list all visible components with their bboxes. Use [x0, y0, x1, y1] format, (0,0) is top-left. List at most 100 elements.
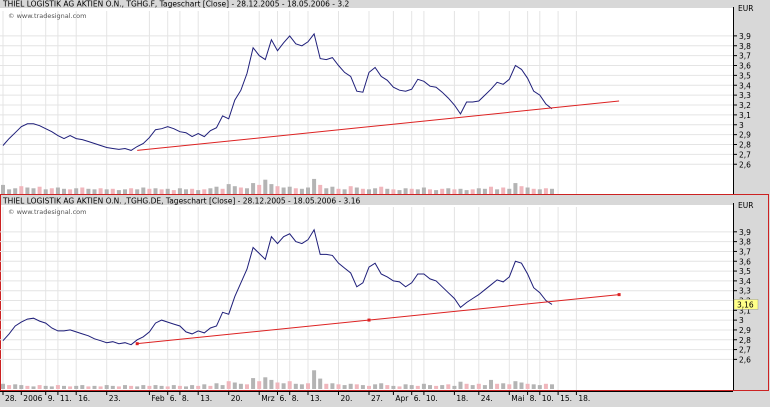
volume-bar	[171, 190, 176, 194]
trendline-handle[interactable]	[367, 318, 371, 322]
volume-bar	[367, 385, 371, 389]
trendline-bottom[interactable]	[135, 293, 621, 346]
volume-bar	[238, 187, 243, 194]
volume-bar	[379, 383, 384, 389]
volume-bar	[25, 187, 30, 194]
volume-bar	[123, 385, 127, 389]
x-tick-label: 23.	[109, 394, 121, 403]
volume-bar	[116, 190, 121, 194]
volume-bar	[318, 378, 323, 389]
volume-bar	[135, 386, 140, 389]
volume-bar	[165, 386, 170, 389]
volume-bar	[123, 189, 127, 194]
volume-bar	[153, 188, 158, 194]
volume-bar	[543, 383, 548, 389]
volume-bar	[171, 385, 176, 389]
volume-bar	[25, 385, 30, 389]
x-tick-label: 6.	[414, 394, 421, 403]
trendline-top[interactable]	[137, 100, 620, 151]
volume-bar	[190, 385, 195, 389]
volume-bar	[373, 188, 378, 194]
volume-bar	[293, 383, 298, 389]
volume-bar	[489, 379, 493, 389]
volume-bar	[208, 385, 213, 389]
panel-top[interactable]: 3,93,83,73,63,53,43,33,23,132,92,82,72,6…	[0, 0, 753, 195]
volume-bar	[501, 383, 506, 389]
y-tick-label: 3,1	[739, 111, 751, 120]
volume-bar	[13, 384, 18, 389]
volume-bar	[257, 381, 262, 389]
x-tick-label: 18.	[578, 394, 590, 403]
volume-bar	[458, 381, 463, 389]
volume-bar	[269, 379, 274, 389]
volume-bar	[428, 385, 432, 389]
volume-bar	[348, 383, 353, 389]
volume-bar	[275, 186, 280, 194]
volume-bar	[354, 384, 359, 389]
volume-bar	[31, 188, 36, 194]
x-tick-label: 18.	[456, 394, 468, 403]
y-tick-label: 2,7	[739, 150, 751, 159]
volume-bar	[177, 385, 182, 389]
volume-bar	[135, 189, 140, 194]
currency-label-top: EUR	[738, 4, 753, 13]
price-line	[2, 228, 553, 346]
volume-bar	[531, 188, 536, 194]
volume-bar	[464, 190, 469, 194]
volume-bar	[507, 188, 512, 194]
volume-bar	[110, 188, 115, 194]
last-value-badge	[733, 299, 759, 310]
volume-bars-bottom	[1, 370, 554, 389]
trendline-handle[interactable]	[617, 293, 621, 297]
volume-bar	[116, 386, 121, 389]
volume-bar	[452, 189, 457, 194]
panel-bottom[interactable]: 3,93,83,73,63,53,43,33,23,132,92,82,72,6…	[0, 194, 769, 391]
volume-bar	[306, 383, 310, 389]
support-trendline[interactable]	[137, 100, 620, 151]
volume-bar	[421, 383, 426, 389]
volume-bar	[470, 189, 475, 194]
support-trendline[interactable]	[137, 294, 620, 345]
x-tick-label: 8.	[182, 394, 189, 403]
x-tick-label: Mrz	[261, 394, 275, 403]
volume-bar	[208, 188, 213, 194]
volume-bar	[507, 384, 512, 389]
x-tick-label: 11.	[60, 394, 72, 403]
volume-bar	[202, 189, 207, 194]
volume-bar	[190, 188, 195, 194]
watermark-top: © www.tradesignal.com	[8, 12, 87, 20]
y-tick-label: 3,1	[739, 306, 751, 315]
volume-bar	[245, 384, 249, 389]
volume-bar	[263, 377, 268, 389]
volume-bar	[409, 188, 414, 194]
plot-area-bottom[interactable]	[0, 205, 733, 390]
volume-bar	[141, 187, 146, 194]
volume-bar	[68, 386, 73, 389]
trendline-handle[interactable]	[135, 342, 139, 346]
y-tick-label: 3,3	[739, 91, 751, 100]
volume-bar	[287, 186, 292, 194]
volume-bar	[238, 383, 243, 389]
volume-bar	[147, 188, 152, 194]
volume-bar	[257, 184, 262, 194]
volume-bar	[92, 385, 97, 389]
volume-bar	[464, 383, 469, 389]
y-tick-label: 3,8	[739, 238, 751, 247]
volume-bar	[177, 188, 182, 194]
volume-bar	[104, 385, 109, 389]
volume-bar	[525, 187, 530, 194]
x-tick-label: 6.	[170, 394, 177, 403]
x-tick-label: 10.	[426, 394, 438, 403]
volume-bar	[165, 188, 170, 194]
volume-bar	[62, 188, 66, 194]
volume-bar	[184, 189, 188, 194]
x-tick-label: 2006	[23, 394, 42, 403]
volume-bar	[98, 386, 103, 389]
volume-bar	[232, 382, 237, 389]
volume-bar	[110, 385, 115, 389]
y-tick-label: 2,6	[739, 160, 751, 169]
grid-top	[0, 11, 733, 195]
y-tick-label: 2,9	[739, 131, 751, 140]
y-tick-label: 3,7	[739, 52, 751, 61]
